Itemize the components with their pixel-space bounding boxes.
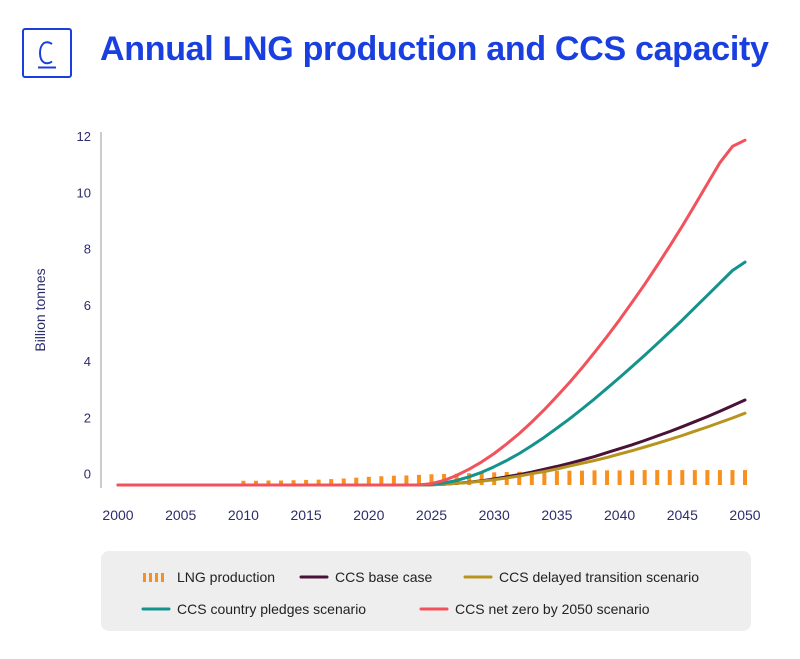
legend-label: CCS net zero by 2050 scenario (455, 601, 650, 617)
lng-bar (717, 470, 722, 485)
lng-bar (366, 476, 371, 485)
lng-bar (529, 471, 534, 485)
brand-logo (22, 28, 72, 78)
x-tick-label: 2040 (604, 507, 635, 523)
lng-bar (391, 475, 396, 485)
x-tick-label: 2050 (729, 507, 760, 523)
lng-bar (617, 470, 622, 485)
series-line-ccs-net-zero-by-2050-scenario (116, 138, 747, 487)
lng-bar (680, 470, 685, 485)
legend-label: LNG production (177, 569, 276, 585)
lng-bar (467, 473, 472, 485)
lng-bar (291, 480, 296, 485)
lng-bar (542, 471, 547, 485)
y-tick-label: 6 (84, 298, 91, 313)
lng-bar (304, 479, 309, 485)
x-tick-label: 2020 (353, 507, 384, 523)
x-tick-label: 2010 (228, 507, 259, 523)
chart-legend: LNG production CCS base case CCS delayed t… (101, 551, 751, 631)
legend-label: CCS country pledges scenario (177, 601, 367, 617)
lng-bar (354, 477, 359, 485)
lng-bar (592, 470, 597, 485)
lng-bar (279, 480, 284, 485)
lng-bar (379, 476, 384, 485)
y-tick-label: 8 (84, 242, 91, 257)
lng-bar (554, 470, 559, 485)
lng-bar (241, 480, 246, 485)
legend-swatch (463, 575, 493, 579)
legend-swatch (419, 607, 449, 611)
logo-c-icon (38, 41, 56, 69)
x-tick-label: 2025 (416, 507, 447, 523)
x-axis-ticks: 2000 2005 2010 2015 2020 2025 2030 2035 2040 2045… (102, 507, 760, 523)
y-tick-label: 10 (77, 185, 91, 200)
lng-bar (642, 470, 647, 485)
lng-bar (579, 470, 584, 485)
lng-bar (605, 470, 610, 485)
x-tick-label: 2000 (102, 507, 133, 523)
legend-item: CCS country pledges scenario (141, 599, 366, 619)
x-tick-label: 2015 (291, 507, 322, 523)
y-tick-label: 4 (84, 354, 91, 369)
lng-bar (630, 470, 635, 485)
y-tick-label: 12 (77, 129, 91, 144)
legend-swatch (141, 607, 171, 611)
legend-item: CCS delayed transition scenario (463, 567, 699, 587)
lng-bar (567, 470, 572, 485)
lng-bar (253, 480, 258, 485)
y-tick-label: 2 (84, 410, 91, 425)
x-tick-label: 2005 (165, 507, 196, 523)
lng-bar (416, 474, 421, 485)
legend-item: CCS net zero by 2050 scenario (419, 599, 650, 619)
y-axis-ticks: 0 2 4 6 8 10 12 (77, 129, 91, 482)
series-line-ccs-delayed-transition-scenario (116, 411, 747, 487)
y-axis-label: Billion tonnes (32, 268, 48, 351)
legend-swatch (299, 575, 329, 579)
legend-item: CCS base case (299, 567, 432, 587)
lng-bar (329, 479, 334, 485)
lng-bar (705, 470, 710, 485)
y-tick-label: 0 (84, 467, 91, 482)
ccs-lines (116, 138, 747, 487)
lng-bar (655, 470, 660, 485)
lng-bar (404, 475, 409, 485)
series-line-ccs-base-case (116, 398, 747, 487)
lng-bar (316, 479, 321, 485)
lng-bar (730, 470, 735, 485)
page-title: Annual LNG production and CCS capacity (100, 30, 769, 68)
lng-bar (667, 470, 672, 485)
lng-bar (479, 472, 484, 485)
x-tick-label: 2035 (541, 507, 572, 523)
lng-bar (692, 470, 697, 485)
legend-swatch (143, 573, 164, 582)
lng-bar (517, 471, 522, 485)
legend-label: CCS base case (335, 569, 433, 585)
lng-bar (429, 474, 434, 485)
x-tick-label: 2030 (479, 507, 510, 523)
lng-bar (266, 480, 271, 485)
legend-item: LNG production (141, 567, 275, 587)
series-line-ccs-country-pledges-scenario (116, 260, 747, 487)
legend-label: CCS delayed transition scenario (499, 569, 699, 585)
lng-bar (341, 478, 346, 485)
lng-bar (743, 470, 747, 485)
x-tick-label: 2045 (667, 507, 698, 523)
